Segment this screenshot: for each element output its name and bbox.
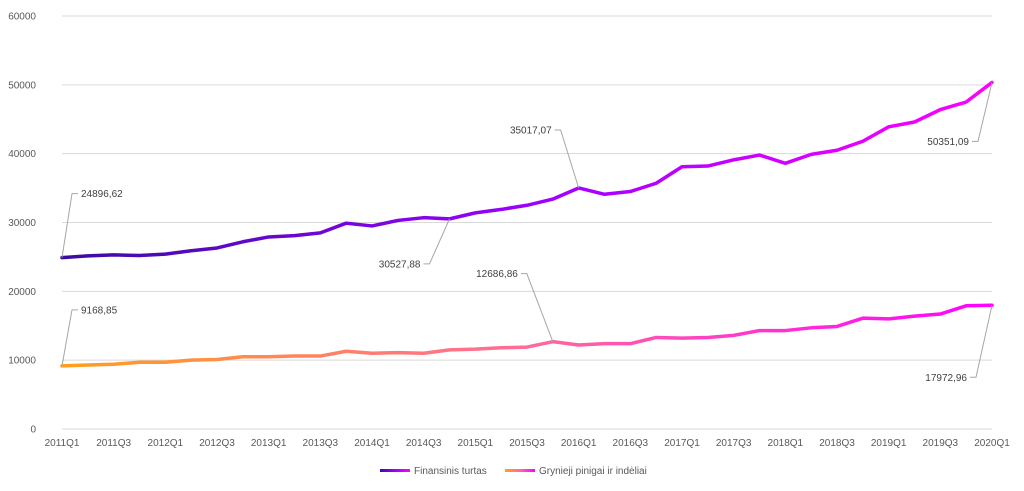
- x-tick-label: 2018Q1: [768, 438, 804, 449]
- legend-label: Finansinis turtas: [414, 466, 487, 477]
- annotation-leader: [423, 218, 450, 265]
- annotation-leader: [554, 129, 580, 189]
- x-axis-ticks: 2011Q1 2011Q3 2012Q1 2012Q3 2013Q1 2013Q3 2014…: [45, 438, 1011, 449]
- data-annotations: 24896,62 30527,88 35017,07 50351,09 9168,85 1…: [61, 82, 993, 384]
- legend-swatch: [380, 469, 410, 472]
- x-tick-label: 2017Q3: [716, 438, 752, 449]
- series-lines: [60, 80, 994, 368]
- annotation-leader: [972, 82, 993, 142]
- x-tick-label: 2015Q3: [509, 438, 545, 449]
- data-label: 30527,88: [379, 259, 421, 270]
- annotation-leader: [970, 305, 993, 378]
- y-tick-label: 10000: [8, 356, 36, 367]
- x-tick-label: 2017Q1: [664, 438, 700, 449]
- x-tick-label: 2016Q1: [561, 438, 597, 449]
- legend-swatch: [505, 469, 535, 472]
- x-tick-label: 2014Q1: [354, 438, 390, 449]
- x-tick-label: 2015Q1: [458, 438, 494, 449]
- x-tick-label: 2018Q3: [819, 438, 855, 449]
- annotation-leader: [520, 273, 554, 342]
- series-line-0: [60, 80, 994, 260]
- y-axis-ticks: 0 10000 20000 30000 40000 50000 60000: [8, 12, 36, 436]
- x-tick-label: 2019Q1: [871, 438, 907, 449]
- x-tick-label: 2014Q3: [406, 438, 442, 449]
- series-line-1: [60, 303, 994, 368]
- x-tick-label: 2011Q1: [45, 438, 80, 449]
- y-tick-label: 50000: [8, 80, 36, 91]
- x-tick-label: 2013Q1: [251, 438, 287, 449]
- data-label: 50351,09: [927, 137, 969, 148]
- x-tick-label: 2020Q1: [974, 438, 1010, 449]
- data-label: 17972,96: [925, 373, 967, 384]
- legend: Finansinis turtas Grynieji pinigai ir ind…: [380, 466, 647, 477]
- x-tick-label: 2013Q3: [303, 438, 339, 449]
- gridlines: [62, 15, 992, 430]
- annotation-leader: [61, 309, 78, 366]
- data-label: 12686,86: [476, 269, 518, 280]
- y-tick-label: 30000: [8, 218, 36, 229]
- y-tick-label: 60000: [8, 12, 36, 23]
- y-tick-label: 20000: [8, 287, 36, 298]
- data-label: 35017,07: [510, 125, 552, 136]
- x-tick-label: 2016Q3: [613, 438, 649, 449]
- y-tick-label: 40000: [8, 149, 36, 160]
- annotation-leader: [61, 193, 78, 258]
- x-tick-label: 2012Q3: [199, 438, 235, 449]
- data-label: 24896,62: [81, 189, 123, 200]
- legend-label: Grynieji pinigai ir indėliai: [539, 466, 647, 477]
- x-tick-label: 2012Q1: [148, 438, 184, 449]
- y-tick-label: 0: [30, 425, 36, 436]
- data-label: 9168,85: [81, 305, 118, 316]
- x-tick-label: 2011Q3: [96, 438, 131, 449]
- x-tick-label: 2019Q3: [923, 438, 959, 449]
